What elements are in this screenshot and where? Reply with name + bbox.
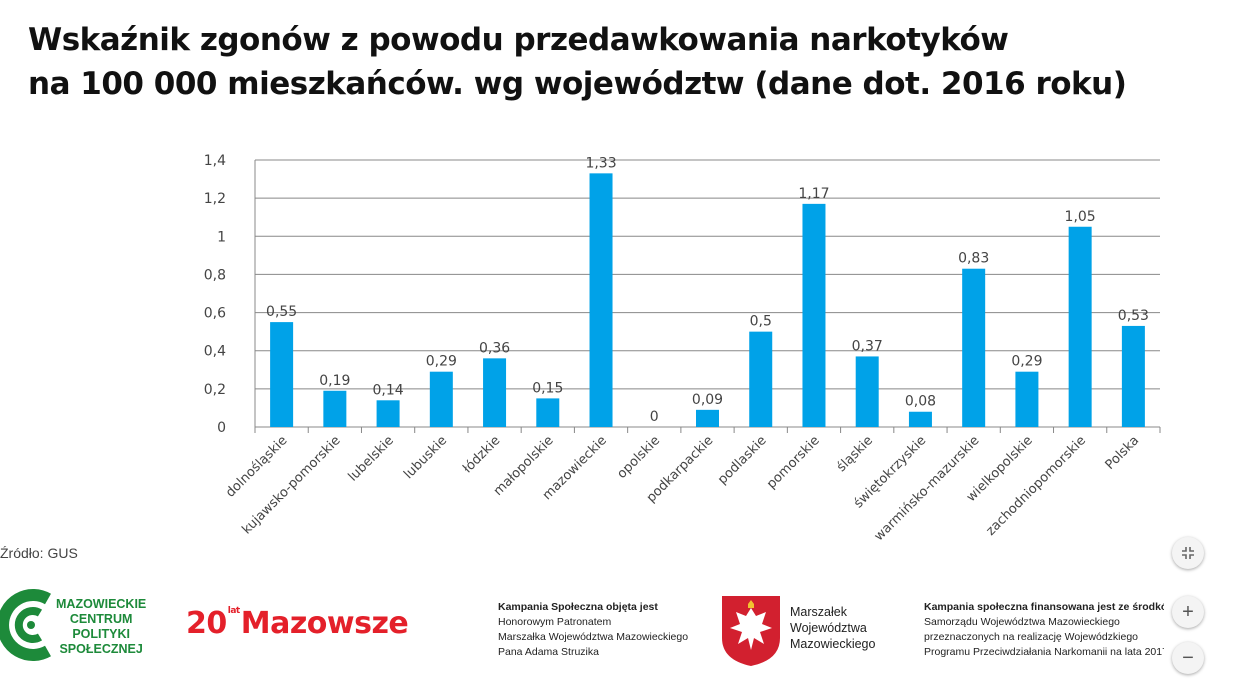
bar	[376, 400, 400, 427]
y-tick-label: 1	[217, 229, 226, 245]
logo-20-name: Mazowsze	[240, 606, 409, 641]
y-tick-label: 1,4	[204, 153, 226, 169]
bar	[749, 331, 773, 427]
chart-title: Wskaźnik zgonów z powodu przedawkowania …	[28, 18, 1178, 106]
y-tick-label: 0,2	[204, 382, 226, 398]
bar	[962, 268, 986, 427]
bar	[270, 322, 294, 427]
data-label: 0,5	[750, 314, 772, 330]
bar	[696, 409, 719, 427]
data-label: 0,09	[692, 392, 723, 408]
coat-of-arms-icon	[722, 596, 780, 666]
data-label: 0,83	[958, 251, 989, 267]
bar	[1121, 325, 1145, 427]
y-tick-label: 1,2	[204, 191, 226, 207]
plus-icon: +	[1182, 600, 1194, 623]
x-tick-label: lubuskie	[401, 433, 450, 482]
x-tick-label: lubelskie	[346, 433, 397, 484]
x-tick-label: warmińsko-mazurskie	[872, 433, 983, 544]
x-tick-label: pomorskie	[764, 433, 823, 492]
mcps-line-4: SPOŁECZNEJ	[59, 642, 143, 656]
mcps-line-2: CENTRUM	[69, 612, 133, 626]
patronage-line: Pana Adama Struzika	[498, 646, 599, 658]
funding-line: przeznaczonych na realizację Wojewódzkie…	[924, 631, 1139, 643]
data-label: 0,19	[319, 373, 350, 389]
patronage-note: Kampania Społeczna objęta jest Honorowym…	[498, 600, 688, 660]
data-label: 0,53	[1118, 308, 1149, 324]
patronage-line: Marszałka Województwa Mazowieckiego	[498, 631, 689, 643]
marszalek-text: Marszałek Województwa Mazowieckiego	[790, 604, 875, 652]
data-label: 1,17	[798, 186, 829, 202]
data-label: 0	[650, 409, 659, 425]
bar	[483, 358, 507, 427]
mcps-logo-icon	[0, 589, 51, 661]
bar	[429, 371, 453, 427]
bar	[908, 411, 932, 427]
y-tick-label: 0,4	[204, 344, 226, 360]
bar	[855, 356, 879, 427]
data-label: 0,55	[266, 304, 297, 320]
data-label: 0,29	[426, 354, 457, 370]
x-tick-label: śląskie	[834, 433, 876, 475]
data-label: 1,05	[1065, 209, 1096, 225]
x-tick-label: podlaskie	[715, 433, 769, 487]
funding-line: Samorządu Województwa Mazowieckiego	[924, 616, 1120, 628]
bar-chart: 00,20,40,60,811,21,40,55dolnośląskie0,19…	[204, 153, 1161, 544]
bar	[323, 390, 347, 427]
collapse-button[interactable]	[1172, 537, 1204, 569]
x-tick-label: opolskie	[615, 433, 664, 482]
mcps-logo-text: MAZOWIECKIE CENTRUM POLITYKI SPOŁECZNEJ	[56, 597, 146, 657]
funding-line: Programu Przeciwdziałania Narkomanii na …	[924, 646, 1164, 658]
data-label: 1,33	[585, 155, 616, 171]
bar	[802, 203, 826, 427]
data-label: 0,29	[1011, 354, 1042, 370]
logo-20-number: 20	[186, 606, 227, 641]
mcps-line-3: POLITYKI	[72, 627, 130, 641]
data-label: 0,14	[373, 382, 404, 398]
bar	[536, 398, 560, 427]
y-tick-label: 0	[217, 420, 226, 436]
y-tick-label: 0,6	[204, 306, 226, 322]
bar	[1068, 226, 1092, 427]
data-label: 0,36	[479, 340, 510, 356]
mcps-line-1: MAZOWIECKIE	[56, 597, 147, 611]
x-tick-label: zachodniopomorskie	[983, 433, 1089, 539]
source-note: Źródło: GUS	[0, 545, 78, 561]
x-tick-label: kujawsko-pomorskie	[239, 433, 343, 537]
data-label: 0,15	[532, 380, 563, 396]
chart-title-line-2: na 100 000 mieszkańców. wg województw (d…	[28, 66, 1127, 102]
logo-20-lat: lat	[227, 606, 240, 616]
minus-icon: −	[1182, 646, 1194, 669]
collapse-icon	[1182, 547, 1194, 559]
data-label: 0,08	[905, 394, 936, 410]
chart-title-line-1: Wskaźnik zgonów z powodu przedawkowania …	[28, 22, 1009, 58]
zoom-in-button[interactable]: +	[1172, 596, 1204, 628]
patronage-line: Honorowym Patronatem	[498, 616, 612, 628]
funding-heading: Kampania społeczna finansowana jest ze ś…	[924, 601, 1164, 613]
x-tick-label: łódzkie	[460, 433, 503, 476]
data-label: 0,37	[852, 338, 883, 354]
bar	[589, 173, 613, 427]
zoom-out-button[interactable]: −	[1172, 642, 1204, 674]
y-tick-label: 0,8	[204, 267, 226, 283]
bar	[1015, 371, 1039, 427]
marszalek-line: Marszałek	[790, 605, 847, 619]
marszalek-line: Mazowieckiego	[790, 637, 876, 651]
logo-20-mazowsze: 20latMazowsze	[186, 606, 409, 641]
patronage-heading: Kampania Społeczna objęta jest	[498, 601, 658, 613]
x-tick-label: Polska	[1103, 433, 1143, 473]
funding-note: Kampania społeczna finansowana jest ze ś…	[924, 600, 1164, 660]
marszalek-line: Województwa	[790, 621, 867, 635]
